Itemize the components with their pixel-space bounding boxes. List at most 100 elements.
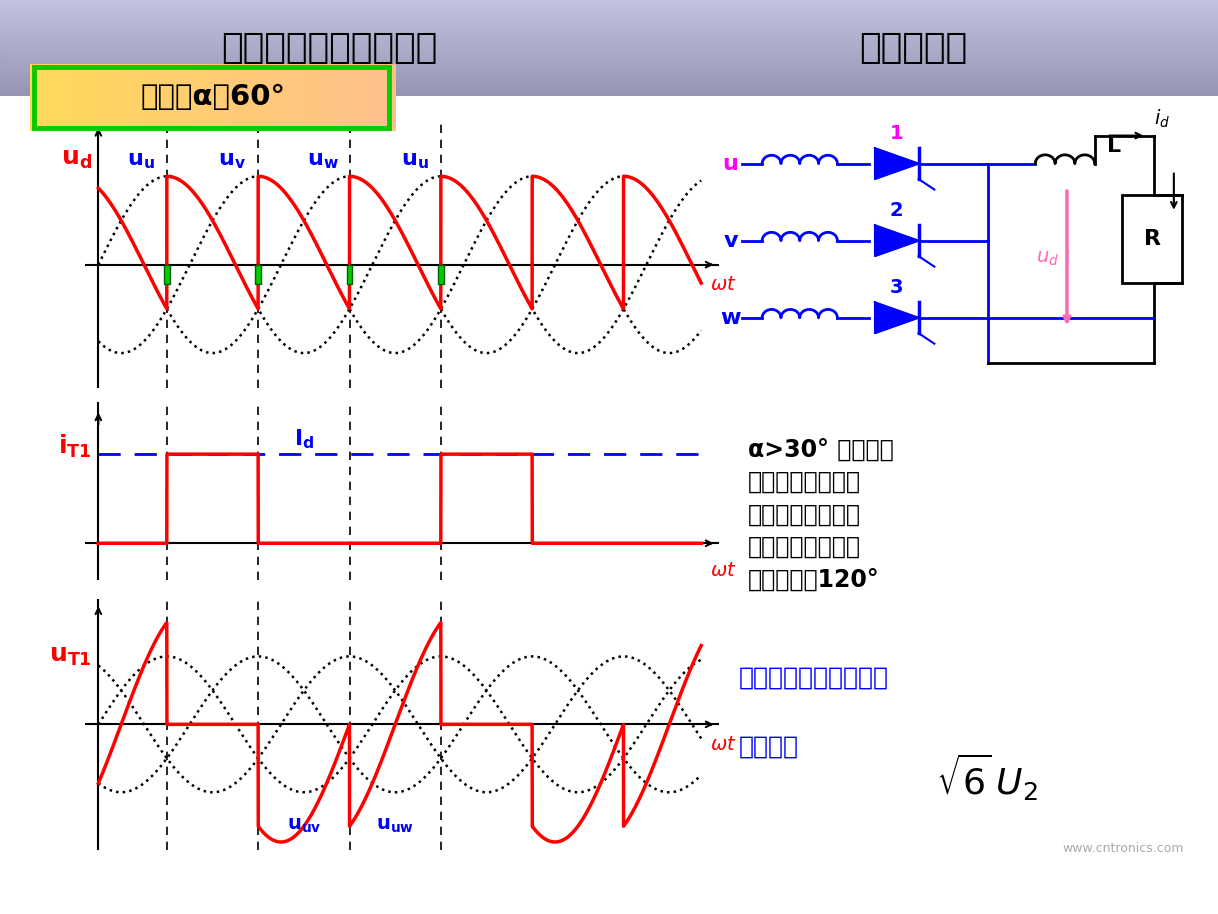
Text: 三相半波可控整流电路: 三相半波可控整流电路 <box>220 31 437 65</box>
Bar <box>186 64 189 131</box>
Text: $\omega t$: $\omega t$ <box>710 561 737 580</box>
Bar <box>43 64 45 131</box>
Bar <box>140 64 143 131</box>
Bar <box>257 64 259 131</box>
Bar <box>111 64 113 131</box>
Bar <box>33 64 35 131</box>
Bar <box>347 64 350 131</box>
Bar <box>381 64 384 131</box>
Bar <box>240 64 242 131</box>
Bar <box>238 64 240 131</box>
Bar <box>269 64 272 131</box>
Bar <box>298 64 301 131</box>
Bar <box>391 64 393 131</box>
Bar <box>196 64 199 131</box>
Bar <box>199 64 201 131</box>
Bar <box>233 64 235 131</box>
Bar <box>164 265 169 284</box>
Polygon shape <box>875 303 918 334</box>
Bar <box>274 64 276 131</box>
Bar <box>245 64 247 131</box>
Bar <box>371 64 374 131</box>
Bar <box>220 64 223 131</box>
Bar <box>74 64 77 131</box>
Bar <box>65 64 67 131</box>
Bar <box>347 265 352 284</box>
Bar <box>155 64 157 131</box>
Bar <box>118 64 121 131</box>
Bar <box>189 64 191 131</box>
Bar <box>152 64 155 131</box>
Text: $\mathbf{I_d}$: $\mathbf{I_d}$ <box>294 427 314 451</box>
Bar <box>84 64 86 131</box>
Bar <box>35 64 38 131</box>
Text: 控制角α＝60°: 控制角α＝60° <box>140 83 286 112</box>
Bar <box>179 64 181 131</box>
Bar <box>181 64 184 131</box>
Bar <box>335 64 337 131</box>
Bar <box>169 64 172 131</box>
Text: $\mathbf{u}_\mathbf{u}$: $\mathbf{u}_\mathbf{u}$ <box>127 152 155 171</box>
Bar <box>345 64 347 131</box>
Bar <box>130 64 133 131</box>
Bar <box>162 64 164 131</box>
Text: $\omega t$: $\omega t$ <box>710 275 737 294</box>
Bar <box>230 64 233 131</box>
Bar <box>281 64 284 131</box>
Bar <box>333 64 335 131</box>
Bar <box>206 64 208 131</box>
Bar <box>354 64 357 131</box>
Text: $\mathbf{u_{uv}}$: $\mathbf{u_{uv}}$ <box>286 816 322 835</box>
Text: $\mathbf{u_{uw}}$: $\mathbf{u_{uw}}$ <box>376 816 414 835</box>
Bar <box>323 64 325 131</box>
Bar <box>340 64 342 131</box>
Bar <box>106 64 108 131</box>
Bar <box>294 64 296 131</box>
Bar <box>364 64 367 131</box>
Bar <box>133 64 135 131</box>
Bar <box>57 64 60 131</box>
Bar <box>96 64 99 131</box>
Bar <box>272 64 274 131</box>
Bar <box>48 64 50 131</box>
Bar <box>252 64 255 131</box>
Bar <box>247 64 250 131</box>
Bar <box>60 64 62 131</box>
Bar <box>135 64 138 131</box>
Bar <box>108 64 111 131</box>
Bar <box>69 64 72 131</box>
Bar <box>201 64 203 131</box>
Bar <box>82 64 84 131</box>
Bar <box>301 64 303 131</box>
Text: 向压降为: 向压降为 <box>739 735 799 759</box>
Bar <box>172 64 174 131</box>
Bar <box>1122 195 1181 282</box>
Text: $u_d$: $u_d$ <box>1035 249 1058 268</box>
Bar <box>357 64 359 131</box>
Bar <box>359 64 362 131</box>
Bar <box>62 64 65 131</box>
Bar <box>125 64 128 131</box>
Bar <box>225 64 228 131</box>
Bar <box>213 64 216 131</box>
Bar <box>242 64 245 131</box>
Bar <box>45 64 48 131</box>
Bar <box>67 64 69 131</box>
Bar <box>393 64 396 131</box>
Bar <box>128 64 130 131</box>
Bar <box>94 64 96 131</box>
Bar <box>337 64 340 131</box>
Bar <box>164 64 167 131</box>
Text: w: w <box>720 308 741 328</box>
Text: $\mathbf{u}_\mathbf{u}$: $\mathbf{u}_\mathbf{u}$ <box>401 152 429 171</box>
Text: 3: 3 <box>890 279 904 297</box>
Bar <box>379 64 381 131</box>
Bar <box>256 265 261 284</box>
Bar <box>86 64 89 131</box>
Text: α>30° 时，电压
波形出现负值，波
形连续，输出电压
平均值下降，晶闸
管导通角为120°: α>30° 时，电压 波形出现负值，波 形连续，输出电压 平均值下降，晶闸 管导… <box>748 437 894 591</box>
Text: www.cntronics.com: www.cntronics.com <box>1063 842 1184 855</box>
Bar <box>303 64 306 131</box>
Bar <box>313 64 315 131</box>
Bar <box>203 64 206 131</box>
Bar <box>286 64 289 131</box>
